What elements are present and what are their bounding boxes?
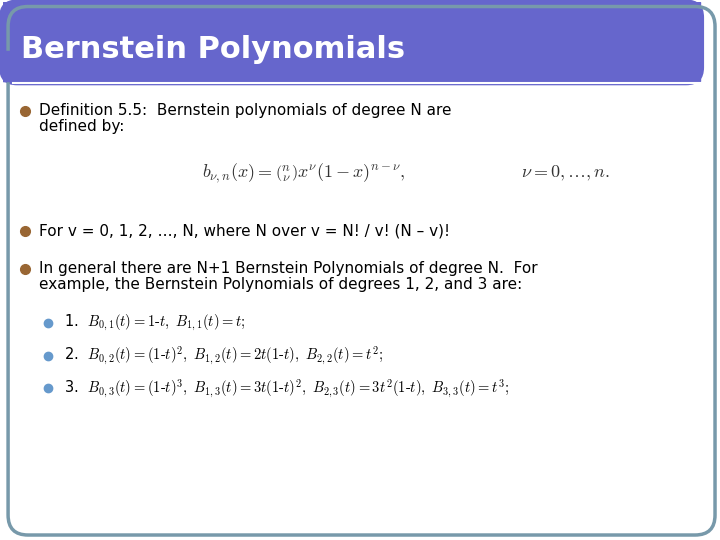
Text: Definition 5.5:  Bernstein polynomials of degree N are: Definition 5.5: Bernstein polynomials of…: [39, 103, 451, 118]
Text: For v = 0, 1, 2, …, N, where N over v = N! / v! (N – v)!: For v = 0, 1, 2, …, N, where N over v = …: [39, 224, 450, 238]
Polygon shape: [3, 2, 700, 82]
Text: 3.  $B_{0,3}(t) = (1\text{-}t)^3,\ B_{1,3}(t) = 3t(1\text{-}t)^2,\ B_{2,3}(t)=3t: 3. $B_{0,3}(t) = (1\text{-}t)^3,\ B_{1,3…: [64, 377, 509, 400]
Text: $b_{\nu,n}(x) = \binom{n}{\nu} x^{\nu}(1-x)^{n-\nu},$: $b_{\nu,n}(x) = \binom{n}{\nu} x^{\nu}(1…: [202, 161, 406, 185]
FancyBboxPatch shape: [0, 0, 704, 85]
Text: In general there are N+1 Bernstein Polynomials of degree N.  For: In general there are N+1 Bernstein Polyn…: [39, 261, 538, 276]
Text: example, the Bernstein Polynomials of degrees 1, 2, and 3 are:: example, the Bernstein Polynomials of de…: [39, 277, 522, 292]
Text: $\nu = 0, \ldots, n.$: $\nu = 0, \ldots, n.$: [521, 164, 610, 183]
Text: 1.  $B_{0,1}(t) = 1\text{-}t,\ B_{1,1}(t) = t;$: 1. $B_{0,1}(t) = 1\text{-}t,\ B_{1,1}(t)…: [64, 313, 246, 333]
Text: defined by:: defined by:: [39, 119, 125, 134]
Text: Bernstein Polynomials: Bernstein Polynomials: [21, 35, 405, 64]
Text: 2.  $B_{0,2}(t) = (1\text{-}t)^2,\ B_{1,2}(t) = 2t(1\text{-}t),\ B_{2,2}(t) = t^: 2. $B_{0,2}(t) = (1\text{-}t)^2,\ B_{1,2…: [64, 345, 383, 367]
